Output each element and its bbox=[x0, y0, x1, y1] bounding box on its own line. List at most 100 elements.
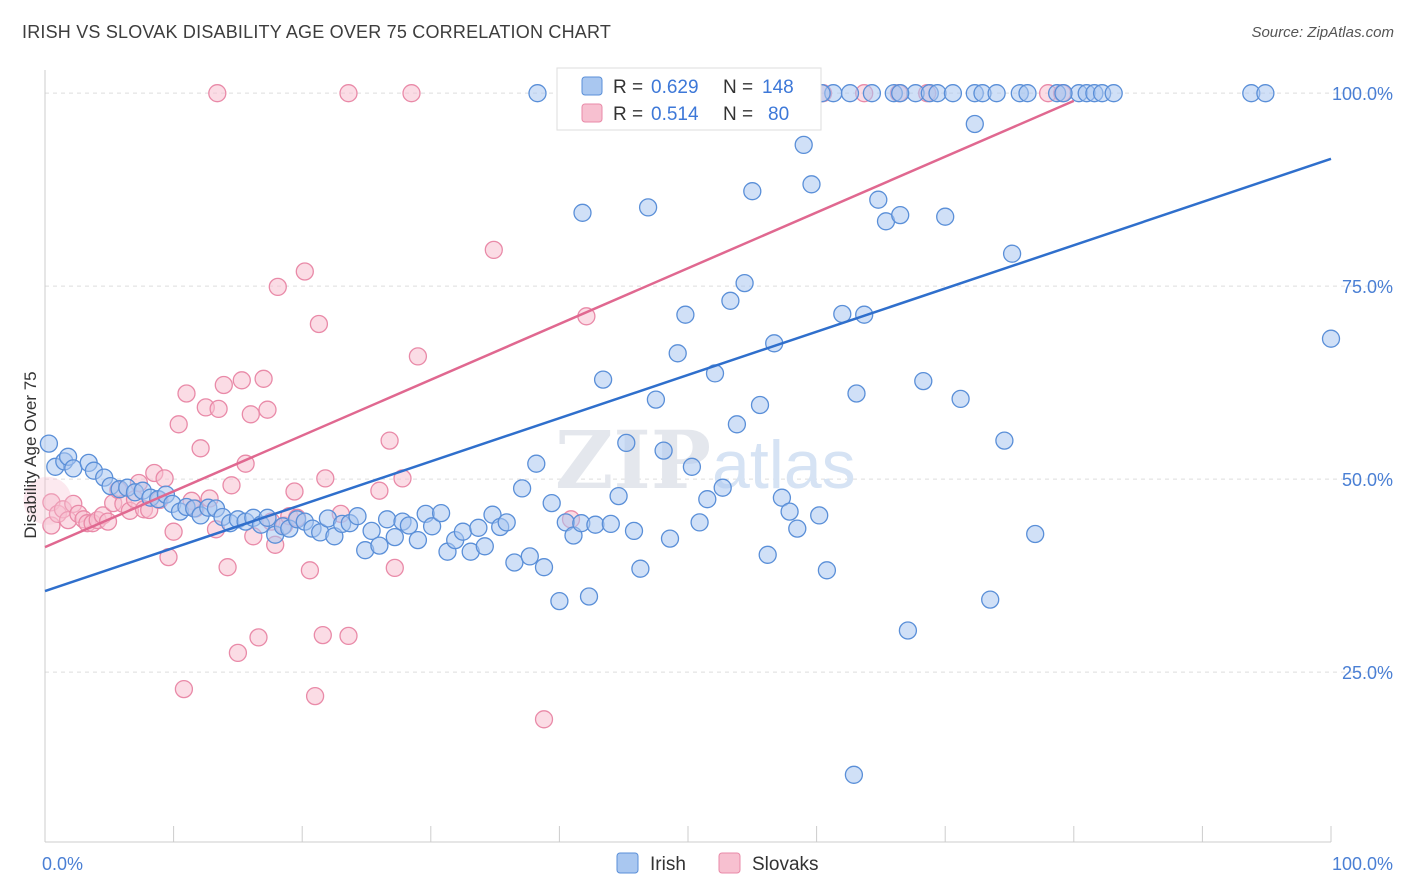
irish-point-45 bbox=[377, 510, 397, 529]
irish-point-74 bbox=[593, 370, 613, 389]
slovaks-point-62 bbox=[370, 481, 389, 500]
irish-point-0 bbox=[39, 434, 59, 453]
slovaks-point-28 bbox=[177, 384, 196, 403]
irish-point-125 bbox=[981, 590, 1000, 609]
slovaks-point-66 bbox=[408, 347, 428, 366]
legend-n-label-slovaks: N = bbox=[723, 104, 753, 125]
irish-point-101 bbox=[794, 135, 813, 155]
legend-swatch-irish-bottom bbox=[616, 852, 639, 874]
slovaks-point-71 bbox=[208, 84, 227, 103]
irish-point-58 bbox=[475, 537, 494, 556]
irish-point-126 bbox=[987, 84, 1006, 103]
y-tick-label-25: 25.0% bbox=[1342, 663, 1393, 683]
irish-point-144 bbox=[965, 114, 984, 134]
irish-point-147 bbox=[1054, 84, 1073, 103]
irish-point-91 bbox=[721, 291, 740, 310]
irish-point-139 bbox=[1256, 84, 1275, 103]
irish-point-140 bbox=[1321, 329, 1341, 348]
irish-point-146 bbox=[528, 84, 547, 103]
irish-point-83 bbox=[660, 529, 680, 548]
irish-point-143 bbox=[891, 84, 910, 103]
source-label: Source: ZipAtlas.com bbox=[1251, 24, 1394, 41]
irish-point-48 bbox=[399, 516, 419, 535]
irish-point-88 bbox=[698, 490, 717, 509]
slovaks-point-42 bbox=[241, 405, 260, 424]
series-legend: Irish Slovaks bbox=[616, 852, 819, 875]
slovaks-point-36 bbox=[214, 375, 233, 395]
irish-point-87 bbox=[690, 513, 709, 532]
irish-point-79 bbox=[631, 559, 650, 578]
slovaks-point-45 bbox=[254, 369, 273, 388]
irish-point-86 bbox=[682, 457, 702, 476]
slovaks-cluster-bubble bbox=[23, 476, 72, 525]
slovaks-point-61 bbox=[339, 626, 358, 646]
irish-point-57 bbox=[469, 518, 488, 537]
irish-point-55 bbox=[453, 522, 473, 541]
irish-point-130 bbox=[1018, 84, 1037, 103]
irish-point-119 bbox=[928, 84, 947, 103]
slovaks-point-72 bbox=[339, 84, 358, 103]
irish-point-100 bbox=[788, 519, 807, 538]
irish-point-98 bbox=[772, 488, 792, 507]
legend-swatch-slovaks-bottom bbox=[718, 852, 741, 874]
slovaks-point-59 bbox=[316, 469, 335, 488]
irish-point-111 bbox=[869, 190, 888, 209]
irish-point-63 bbox=[512, 479, 532, 498]
slovaks-point-67 bbox=[484, 240, 503, 260]
stats-legend: R = 0.629 N = 148 R = 0.514 N = 80 bbox=[556, 67, 822, 131]
legend-swatch-slovaks bbox=[581, 103, 603, 123]
irish-point-46 bbox=[385, 527, 404, 547]
irish-point-44 bbox=[370, 536, 389, 555]
irish-point-128 bbox=[1002, 244, 1022, 263]
irish-point-64 bbox=[520, 547, 539, 566]
irish-point-29 bbox=[258, 508, 277, 527]
irish-point-72 bbox=[579, 587, 599, 606]
irish-point-65 bbox=[527, 454, 546, 473]
slovaks-point-25 bbox=[164, 522, 183, 541]
legend-n-irish: 148 bbox=[762, 77, 794, 98]
irish-point-145 bbox=[573, 203, 592, 222]
irish-point-41 bbox=[348, 507, 367, 526]
irish-point-73 bbox=[586, 515, 605, 534]
irish-point-110 bbox=[862, 84, 882, 103]
irish-point-99 bbox=[780, 502, 799, 521]
irish-point-96 bbox=[758, 545, 777, 564]
slovaks-point-26 bbox=[169, 415, 188, 434]
irish-point-103 bbox=[810, 506, 829, 525]
irish-point-51 bbox=[422, 517, 442, 536]
legend-n-slovaks: 80 bbox=[768, 104, 789, 125]
slovaks-point-49 bbox=[268, 277, 287, 297]
irish-point-81 bbox=[646, 390, 666, 409]
slovaks-point-56 bbox=[305, 686, 325, 706]
irish-point-82 bbox=[654, 441, 673, 460]
irish-point-67 bbox=[542, 493, 561, 513]
x-ticks bbox=[44, 826, 1332, 842]
irish-point-66 bbox=[534, 558, 554, 577]
irish-point-108 bbox=[847, 384, 866, 403]
irish-point-137 bbox=[1104, 84, 1123, 103]
irish-point-68 bbox=[550, 591, 569, 611]
irish-point-114 bbox=[891, 205, 910, 225]
slovaks-point-39 bbox=[228, 643, 248, 663]
legend-r-irish: 0.629 bbox=[651, 77, 699, 98]
legend-label-slovaks: Slovaks bbox=[752, 854, 819, 875]
irish-point-85 bbox=[676, 305, 695, 324]
legend-r-label-slovaks: R = bbox=[613, 104, 643, 125]
irish-point-117 bbox=[914, 371, 933, 391]
slovaks-point-37 bbox=[218, 558, 237, 577]
trend-lines bbox=[44, 99, 1332, 593]
irish-trend-line bbox=[44, 157, 1332, 593]
irish-point-92 bbox=[727, 415, 747, 434]
irish-point-84 bbox=[668, 344, 687, 363]
slovaks-point-31 bbox=[191, 439, 210, 458]
slovaks-point-52 bbox=[285, 482, 304, 501]
slovaks-point-35 bbox=[209, 399, 228, 419]
irish-point-49 bbox=[408, 530, 428, 550]
irish-point-127 bbox=[995, 431, 1014, 450]
slovaks-point-46 bbox=[258, 400, 277, 419]
irish-point-76 bbox=[609, 486, 628, 506]
legend-r-label-irish: R = bbox=[613, 77, 643, 98]
irish-point-122 bbox=[951, 389, 970, 409]
slovaks-point-58 bbox=[313, 625, 332, 645]
